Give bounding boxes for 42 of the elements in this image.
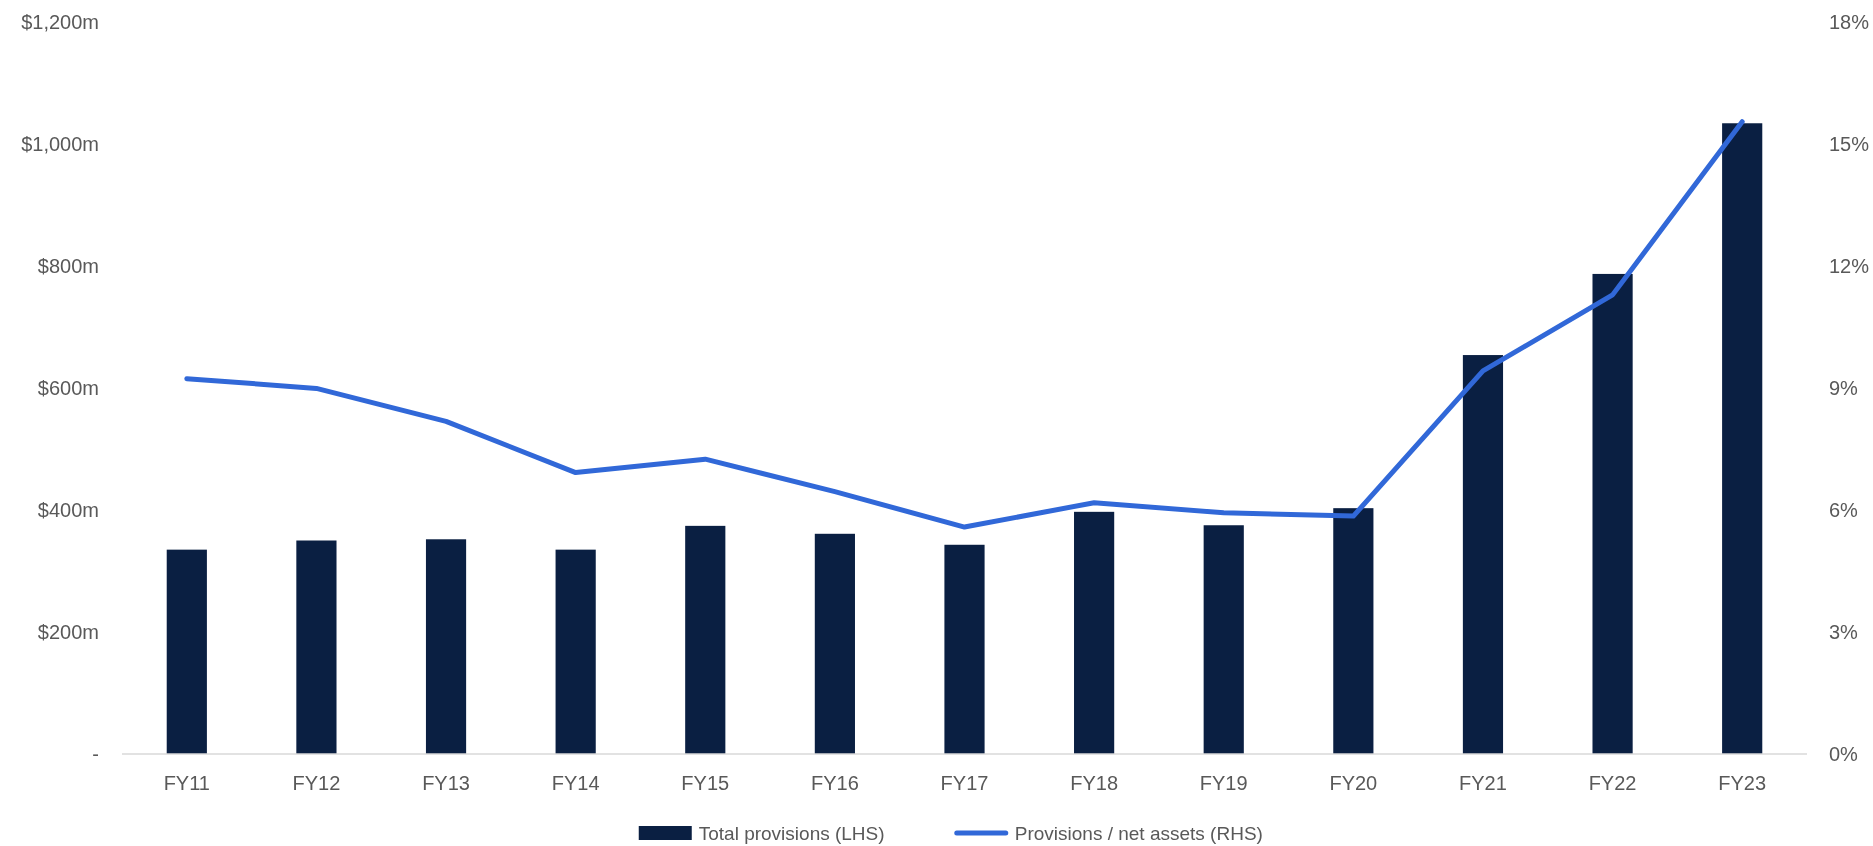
x-tick-label: FY17 [940, 772, 989, 794]
bar [1333, 508, 1374, 754]
x-tick-label: FY21 [1459, 772, 1507, 794]
x-tick-label: FY18 [1070, 772, 1119, 794]
y2-tick-label: 0% [1829, 743, 1859, 765]
legend-label: Provisions / net assets (RHS) [1014, 822, 1263, 844]
y-tick-label: $1,000m [21, 133, 99, 155]
x-tick-label: FY15 [681, 772, 730, 794]
y2-tick-label: 3% [1829, 621, 1859, 643]
y-tick-label: $1,200m [21, 11, 99, 33]
y-tick-label: $400m [37, 499, 99, 521]
bar [1074, 511, 1115, 754]
x-tick-label: FY12 [292, 772, 341, 794]
bar [1722, 123, 1763, 754]
x-tick-label: FY20 [1329, 772, 1378, 794]
bar [296, 540, 337, 754]
bar [944, 544, 985, 754]
y2-tick-label: 15% [1829, 133, 1870, 155]
y-tick-label: $600m [37, 377, 99, 399]
y2-tick-label: 18% [1829, 11, 1870, 33]
x-tick-label: FY22 [1588, 772, 1637, 794]
bar [555, 549, 596, 754]
y2-tick-label: 9% [1829, 377, 1859, 399]
y2-tick-label: 6% [1829, 499, 1859, 521]
x-tick-label: FY11 [163, 772, 210, 794]
bar [1203, 525, 1244, 754]
y-tick-label: $800m [37, 255, 99, 277]
bar [425, 539, 467, 754]
x-tick-label: FY14 [551, 772, 600, 794]
bar [166, 549, 207, 754]
y-tick-label: - [92, 743, 99, 765]
bar [1592, 273, 1633, 754]
bar [685, 525, 726, 754]
x-tick-label: FY19 [1199, 772, 1248, 794]
y2-tick-label: 12% [1829, 255, 1870, 277]
x-tick-label: FY23 [1718, 772, 1767, 794]
bar [1462, 355, 1504, 754]
x-tick-label: FY16 [810, 772, 859, 794]
x-tick-label: FY13 [422, 772, 470, 794]
legend-label: Total provisions (LHS) [698, 822, 885, 844]
bar [814, 533, 855, 754]
y-tick-label: $200m [37, 621, 99, 643]
